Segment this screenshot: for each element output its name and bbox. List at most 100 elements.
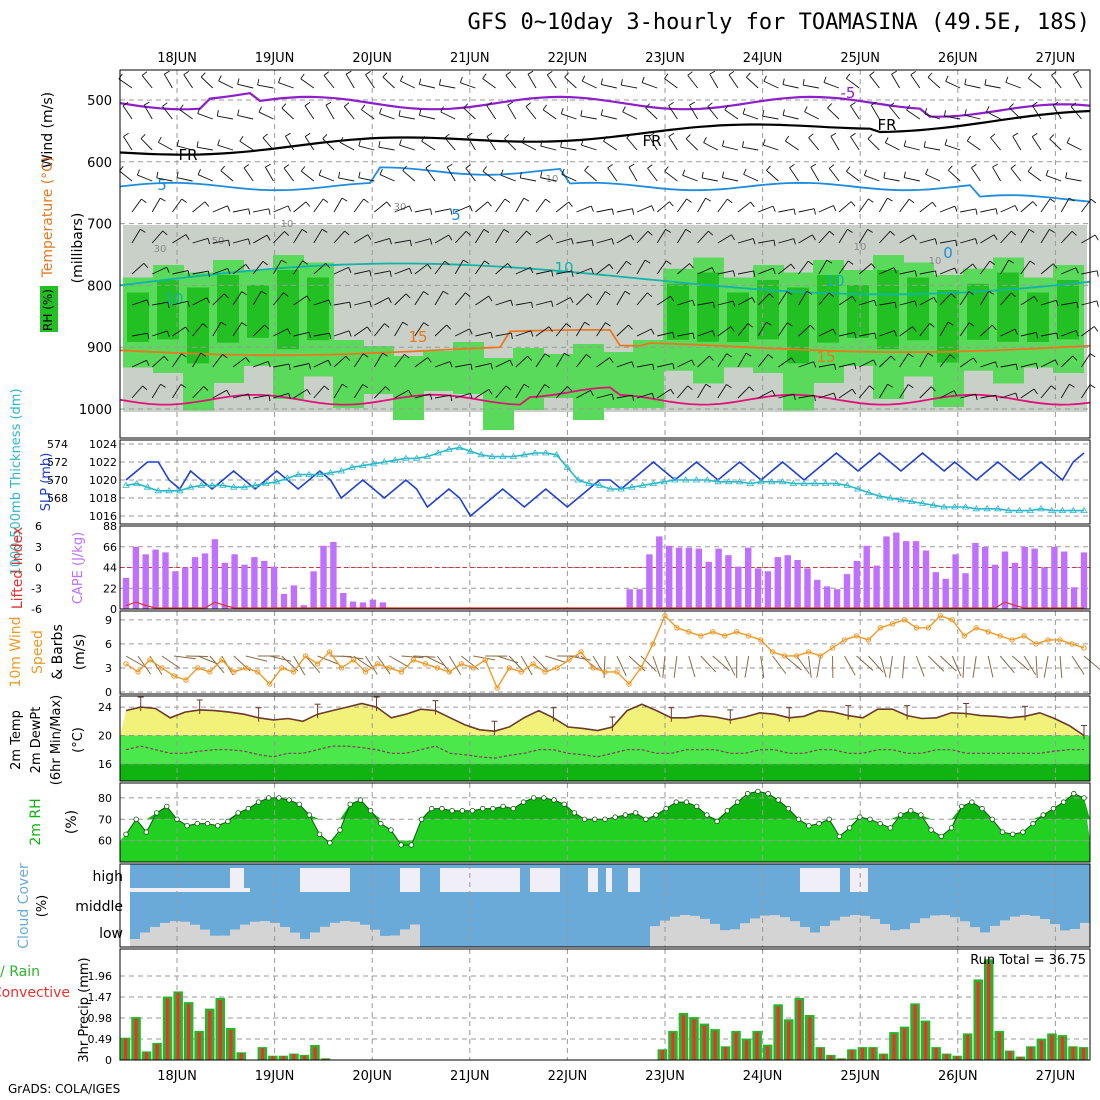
wind10-marker — [1057, 637, 1063, 643]
wind10-barb — [1011, 655, 1030, 671]
wind-barb-flag — [651, 205, 655, 212]
wind-barb-flag — [300, 73, 305, 79]
wind-barb — [964, 114, 981, 120]
wind-barb-flag — [343, 102, 350, 107]
wind-barb-flag — [425, 164, 432, 169]
wind-barb — [782, 84, 799, 89]
cloud-low-bar — [250, 921, 260, 947]
wind10-marker — [961, 633, 967, 639]
wind-barb-flag — [787, 322, 793, 327]
wind-barb-flag — [772, 267, 776, 274]
wind-barb-flag — [793, 393, 796, 401]
wind-barb — [804, 111, 820, 120]
wind-barb-flag — [834, 364, 837, 371]
cape-bar — [873, 565, 880, 609]
wind-barb — [374, 297, 389, 306]
wind-barb — [421, 140, 436, 151]
wind-barb — [455, 363, 472, 368]
wind-barb-flag — [1096, 270, 1099, 277]
precip-convective-bar — [976, 982, 980, 1060]
wind-barb — [123, 136, 133, 151]
slp-tick: 1020 — [89, 474, 117, 487]
contour-label: 10 — [554, 259, 573, 277]
wind-barb — [293, 260, 304, 275]
wind-barb-flag — [159, 197, 166, 202]
wind-barb — [217, 115, 234, 120]
wind-barb-flag — [1015, 364, 1018, 371]
contour-label: -5 — [841, 84, 856, 102]
li-tick: -3 — [31, 582, 42, 595]
wind-barb — [682, 174, 698, 182]
wind-barb — [581, 80, 597, 89]
wind-barb — [1081, 270, 1098, 275]
cape-bar — [794, 560, 801, 609]
wind10-marker — [171, 673, 177, 679]
wind-barb-flag — [185, 234, 190, 240]
wind-barb — [899, 326, 913, 337]
wind-barb-flag — [1054, 359, 1059, 366]
wind-barb — [394, 389, 409, 399]
cape-bar — [1080, 552, 1088, 609]
wind-barb-flag — [469, 328, 473, 335]
wind10-marker — [374, 661, 381, 667]
wind-barb-flag — [913, 234, 917, 241]
wind-barb — [515, 230, 527, 244]
wind-barb-flag — [887, 383, 893, 388]
cape-bar — [833, 589, 841, 609]
wind-barb — [1040, 359, 1056, 368]
wind10-marker — [350, 657, 357, 663]
wind-barb-flag — [237, 78, 240, 85]
wind-barb-flag — [813, 395, 816, 402]
wind-barb-flag — [833, 392, 837, 399]
thickness-marker — [337, 467, 345, 474]
precip-convective-bar — [302, 1055, 307, 1060]
rh2m-marker — [632, 810, 639, 816]
wind-barb-flag — [811, 234, 816, 241]
thickness-marker — [326, 469, 335, 476]
rh-band-saturated — [1027, 292, 1049, 342]
wind-barb-flag — [808, 133, 814, 139]
wind-barb-flag — [166, 267, 170, 273]
precip-convective-bar — [1008, 1051, 1012, 1060]
wind-barb — [737, 270, 754, 275]
wind-barb-flag — [889, 102, 895, 107]
precip-convective-bar — [839, 1058, 843, 1060]
wind-barb-flag — [968, 322, 975, 327]
wind-barb — [555, 297, 571, 306]
wind-barb-flag — [944, 139, 948, 146]
cloud-low-bar — [780, 917, 790, 947]
wind-barb — [313, 359, 329, 368]
wind-barb — [742, 146, 759, 151]
wind-barb-flag — [418, 109, 422, 116]
wind-barb — [945, 80, 961, 89]
wind-barb — [454, 292, 466, 306]
wind-barb-flag — [544, 353, 551, 358]
wind10-marker — [638, 665, 644, 671]
wind-barb-flag — [265, 163, 271, 168]
wind-barb — [414, 208, 431, 213]
wind-barb-flag — [1033, 296, 1038, 302]
wind-barb — [434, 291, 444, 306]
thickness-marker — [466, 447, 475, 454]
wind-barb-flag — [846, 73, 851, 79]
wind-barb — [1066, 142, 1082, 151]
wind-barb — [1031, 136, 1042, 151]
wind-barb-flag — [304, 132, 311, 137]
wind-barb — [939, 293, 952, 306]
cape-bar — [656, 536, 663, 609]
wind-barb — [971, 167, 981, 182]
thickness-marker — [908, 497, 916, 504]
wind10-barb — [1023, 655, 1037, 675]
rh2m-marker — [500, 803, 506, 810]
precip-frame — [119, 948, 1091, 1061]
wind-barb — [252, 290, 262, 306]
precip-convective-bar — [123, 1038, 128, 1060]
wind-barb — [131, 359, 147, 368]
wind-barb — [515, 330, 532, 337]
rh2m-marker — [877, 820, 883, 827]
wind10-marker — [530, 661, 536, 667]
wind10-marker — [758, 637, 764, 643]
wind-barb-flag — [767, 354, 774, 359]
rh2m-marker — [531, 795, 537, 801]
rh2m-marker — [989, 816, 995, 822]
